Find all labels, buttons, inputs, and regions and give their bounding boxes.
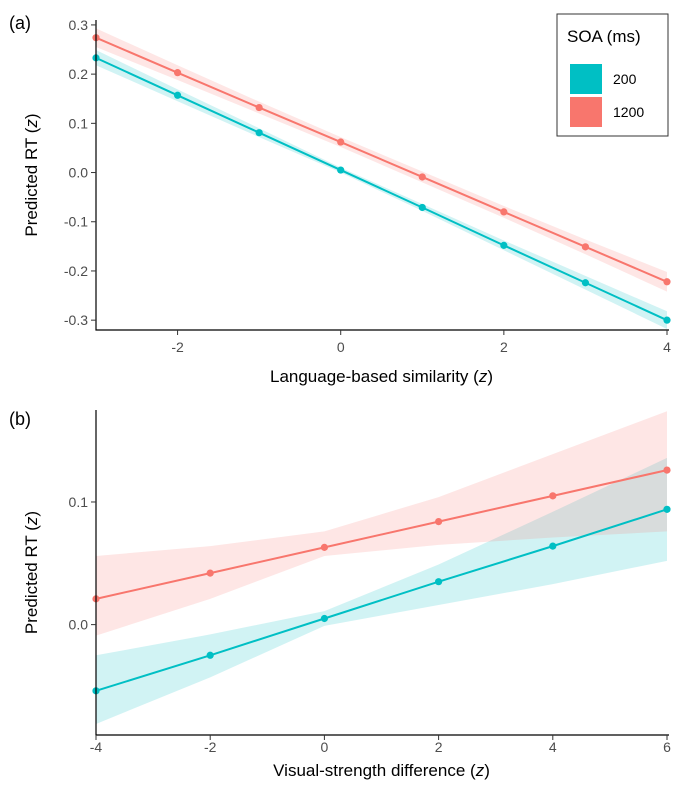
x-tick-label: 4 [549,739,557,755]
data-point-1200 [320,543,328,551]
x-tick-label: 0 [337,339,345,355]
panel-a: (a) -0.3 -0.2 -0.1 0.0 0.1 0.2 0.3 -2 0 2 4 Language… [9,13,671,386]
data-point-1200 [500,208,508,216]
data-point-200 [206,651,214,659]
series-line-1200 [95,36,668,283]
data-point-200 [663,505,671,513]
series-line-200 [95,56,668,322]
data-point-1200 [549,492,557,500]
data-point-200 [500,241,508,249]
data-point-1200 [663,466,671,474]
y-tick-label: 0.2 [69,66,89,82]
legend: SOA (ms) 200 1200 [556,13,669,137]
y-tick-label: -0.1 [64,214,88,230]
data-point-200 [663,316,671,324]
data-point-1200 [435,518,443,526]
y-tick-label: 0.0 [69,617,89,633]
data-point-200 [418,203,426,212]
confidence-band-1200 [96,411,667,636]
data-point-200 [173,91,182,99]
y-axis-title: Predicted RT (z) [22,113,41,236]
x-tick-label: 4 [663,339,671,355]
y-tick-label: 0.3 [69,17,89,33]
legend-title: SOA (ms) [567,27,641,46]
data-point-1200 [337,138,345,146]
x-axis-title: Visual-strength difference (z) [273,761,490,780]
panel-b: (b) 0.0 0.1 -4 -2 0 2 4 6 Visual-strength differe… [9,409,671,780]
x-tick-label: 2 [500,339,508,355]
legend-label-1200: 1200 [613,104,644,120]
x-tick-label: 0 [321,739,329,755]
legend-key-200 [570,64,602,94]
x-tick-label: -4 [90,739,103,755]
confidence-band-200 [96,457,667,724]
data-point-1200 [255,103,263,112]
data-point-1200 [206,569,214,577]
legend-key-1200 [570,97,602,127]
data-point-1200 [418,173,426,181]
x-tick-label: 2 [435,739,443,755]
legend-label-200: 200 [613,71,637,87]
data-point-200 [435,578,443,586]
data-point-200 [581,279,590,287]
y-tick-label: 0.1 [69,494,89,510]
x-tick-label: -2 [204,739,217,755]
y-tick-label: 0.1 [69,115,89,131]
panel-label: (b) [9,409,31,429]
panel-label: (a) [9,13,31,33]
data-point-200 [337,166,345,174]
data-point-200 [320,614,328,623]
data-point-200 [549,542,557,550]
series-line-200 [95,508,668,692]
data-point-1200 [663,278,671,286]
y-tick-label: 0.0 [69,165,89,181]
data-point-200 [255,129,263,137]
x-tick-label: -2 [171,339,184,355]
y-axis-title: Predicted RT (z) [22,511,41,634]
y-tick-label: -0.2 [64,263,88,279]
series-line-1200 [95,469,668,600]
y-tick-label: -0.3 [64,312,88,328]
x-axis-title: Language-based similarity (z) [270,367,493,386]
x-tick-label: 6 [663,739,671,755]
data-point-1200 [581,243,590,251]
data-point-1200 [173,69,182,77]
